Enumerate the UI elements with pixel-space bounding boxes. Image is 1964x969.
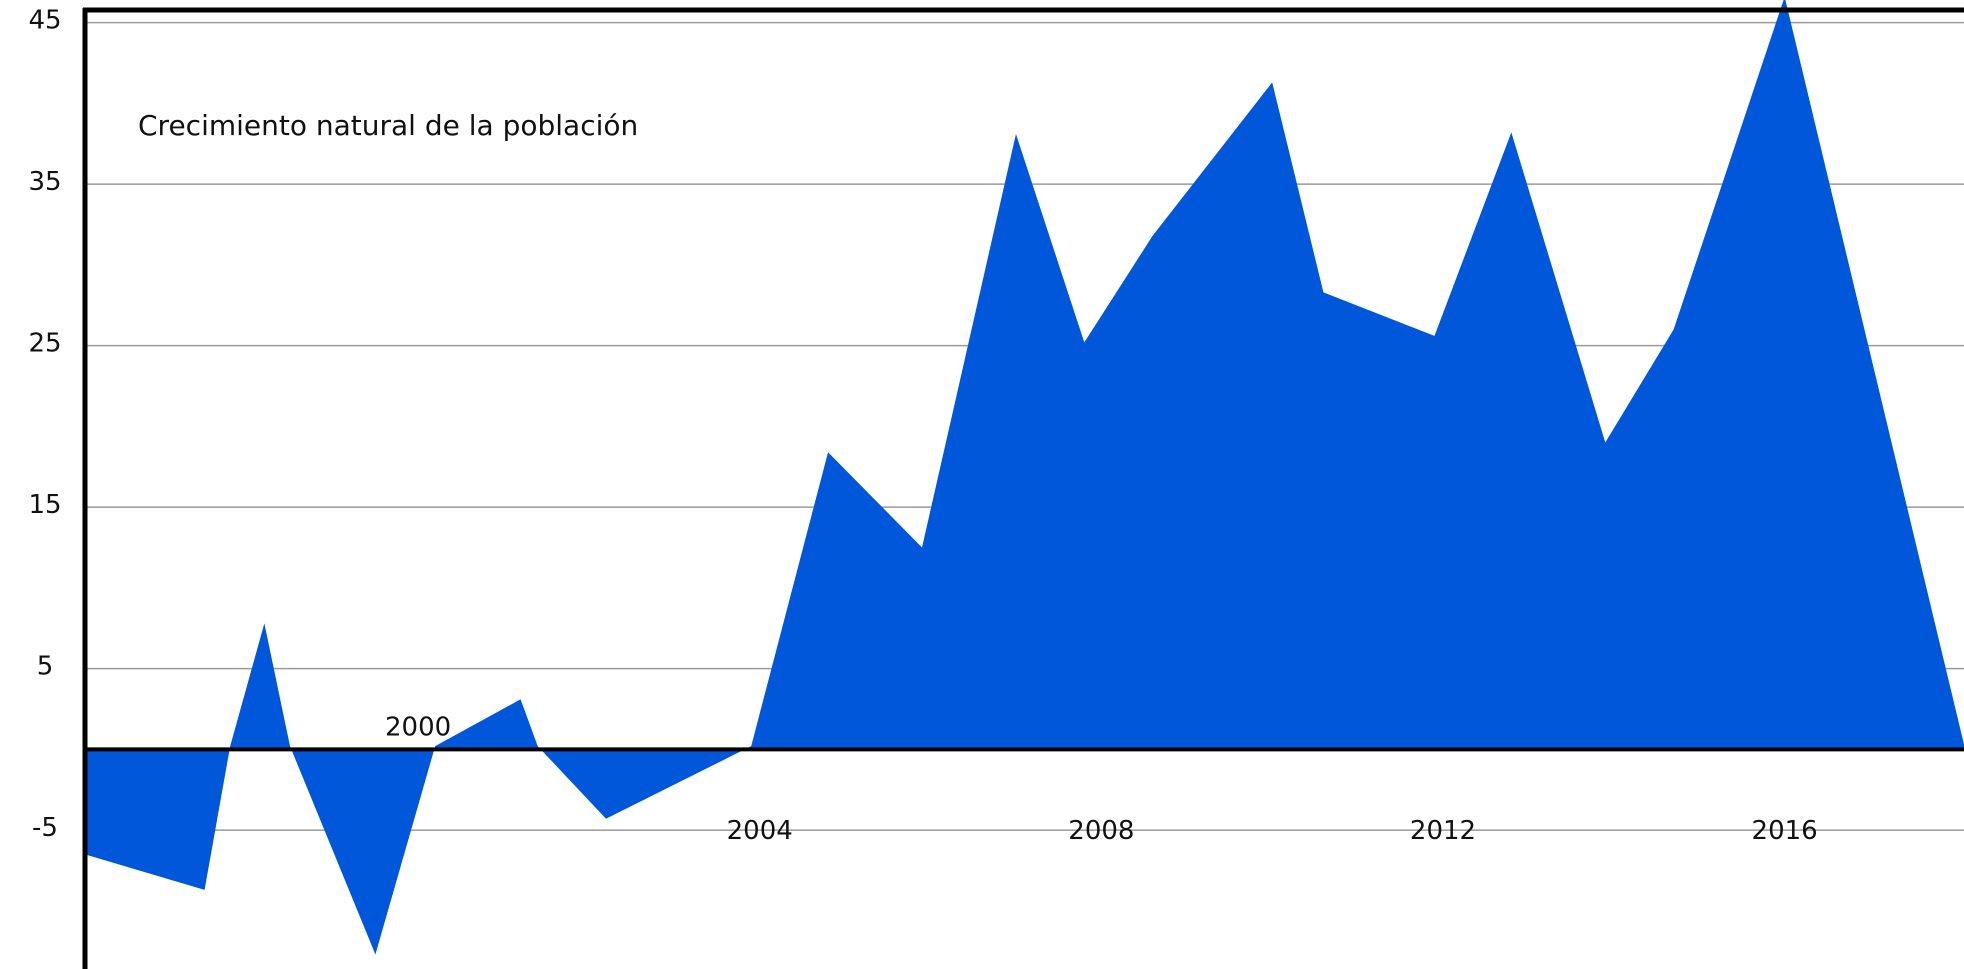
y-tick-label: -5 <box>32 813 58 843</box>
x-tick-label: 2008 <box>1068 816 1134 846</box>
y-tick-label: 15 <box>28 490 61 520</box>
x-tick-label: 2012 <box>1410 816 1476 846</box>
y-tick-label: 5 <box>37 652 54 682</box>
y-tick-label: 35 <box>28 167 61 197</box>
y-tick-label: 45 <box>28 6 61 36</box>
x-tick-label: 2016 <box>1752 816 1818 846</box>
area-series-0 <box>85 0 1964 955</box>
x-tick-label: 2004 <box>727 816 793 846</box>
chart-title: Crecimiento natural de la población <box>138 109 638 142</box>
y-tick-label: 25 <box>28 329 61 359</box>
x-tick-label: 2000 <box>385 712 451 742</box>
axes <box>82 7 1964 969</box>
x-tick-labels: 2000 2004 2008 2012 2016 <box>385 712 1818 846</box>
